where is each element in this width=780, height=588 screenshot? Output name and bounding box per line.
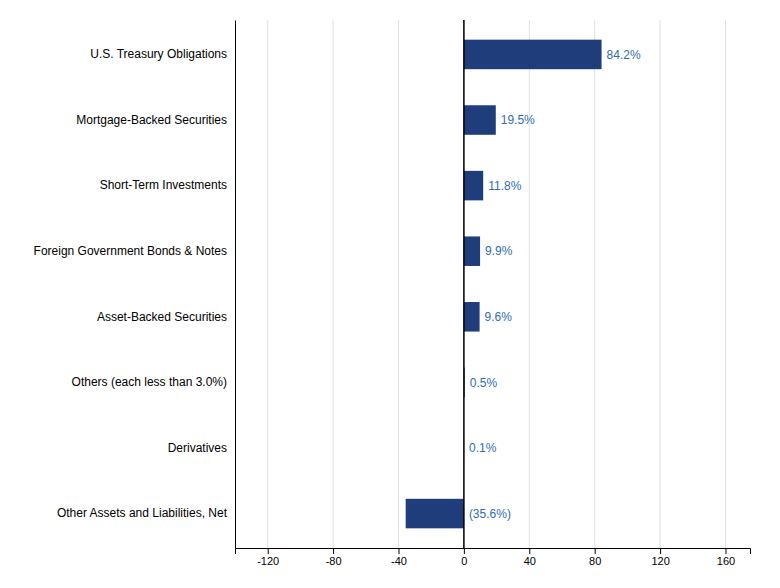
x-tick-mark <box>595 548 596 554</box>
x-tick: -80 <box>326 548 342 567</box>
x-tick: -40 <box>391 548 407 567</box>
x-tick-label: -80 <box>326 555 342 567</box>
plot: -120 -80 -40 0 40 80 120 160 U.S. Treasury Oblig… <box>34 20 751 567</box>
x-tick-mark <box>268 548 269 554</box>
y-tick: Other Assets and Liabilities, Net <box>57 506 228 520</box>
x-tick-mark <box>725 548 726 554</box>
x-tick-label: 0 <box>461 555 467 567</box>
y-tick: Asset-Backed Securities <box>97 310 227 324</box>
y-tick: Foreign Government Bonds & Notes <box>34 244 227 258</box>
data-label: 19.5% <box>501 113 535 127</box>
data-labels: 84.2% 19.5% 11.8% 9.9% 9.6% 0.5% 0.1% (35.6%) <box>469 48 641 521</box>
y-tick-label: Asset-Backed Securities <box>97 310 227 324</box>
y-tick-label: U.S. Treasury Obligations <box>90 47 227 61</box>
grid <box>268 20 726 548</box>
x-tick-mark <box>529 548 530 554</box>
x-tick-mark <box>660 548 661 554</box>
data-label: 9.6% <box>485 310 513 324</box>
grid-line <box>398 20 399 548</box>
data-label: 11.8% <box>488 179 521 193</box>
y-tick-label: Mortgage-Backed Securities <box>76 113 227 127</box>
y-axis: U.S. Treasury Obligations Mortgage-Backed… <box>34 21 236 549</box>
x-tick: 120 <box>651 548 669 567</box>
y-tick: U.S. Treasury Obligations <box>90 47 227 61</box>
x-tick: 80 <box>589 548 601 567</box>
data-label: 84.2% <box>607 48 641 62</box>
y-tick: Mortgage-Backed Securities <box>76 113 227 127</box>
x-tick-mark <box>333 548 334 554</box>
grid-line <box>267 20 268 548</box>
x-tick: 160 <box>717 548 735 567</box>
data-label: (35.6%) <box>469 507 511 521</box>
x-tick-label: 160 <box>717 555 735 567</box>
bar <box>406 499 464 529</box>
y-tick: Derivatives <box>168 441 227 455</box>
grid-line <box>463 20 464 548</box>
x-axis: -120 -80 -40 0 40 80 120 160 <box>236 548 751 567</box>
data-label: 0.1% <box>469 441 497 455</box>
data-label: 0.5% <box>470 376 498 390</box>
grid-line <box>594 20 595 548</box>
x-tick-label: 40 <box>524 555 536 567</box>
x-tick-label: 120 <box>651 555 669 567</box>
x-tick-label: 80 <box>589 555 601 567</box>
x-tick-label: -120 <box>257 555 279 567</box>
x-tick-mark <box>464 548 465 554</box>
bar <box>464 302 480 332</box>
x-axis-line <box>236 549 751 555</box>
y-tick: Others (each less than 3.0%) <box>72 375 227 389</box>
bars <box>406 40 602 529</box>
y-tick-label: Others (each less than 3.0%) <box>72 375 227 389</box>
bar <box>464 105 496 135</box>
grid-line <box>529 20 530 548</box>
grid-line <box>333 20 334 548</box>
zero-line <box>463 20 465 548</box>
y-axis-line <box>235 21 236 549</box>
bar <box>464 171 483 201</box>
y-tick-label: Derivatives <box>168 441 227 455</box>
bar <box>464 236 480 266</box>
x-tick: 0 <box>461 548 467 567</box>
x-tick-mark <box>398 548 399 554</box>
bar <box>464 40 602 70</box>
chart: -120 -80 -40 0 40 80 120 160 U.S. Treasury Oblig… <box>0 0 780 588</box>
y-tick-label: Other Assets and Liabilities, Net <box>57 506 228 520</box>
y-tick: Short-Term Investments <box>100 178 227 192</box>
x-tick: 40 <box>524 548 536 567</box>
grid-line <box>725 20 726 548</box>
x-tick: -120 <box>257 548 279 567</box>
y-tick-label: Short-Term Investments <box>100 178 227 192</box>
x-tick-label: -40 <box>391 555 407 567</box>
y-tick-label: Foreign Government Bonds & Notes <box>34 244 227 258</box>
data-label: 9.9% <box>485 244 513 258</box>
grid-line <box>660 20 661 548</box>
